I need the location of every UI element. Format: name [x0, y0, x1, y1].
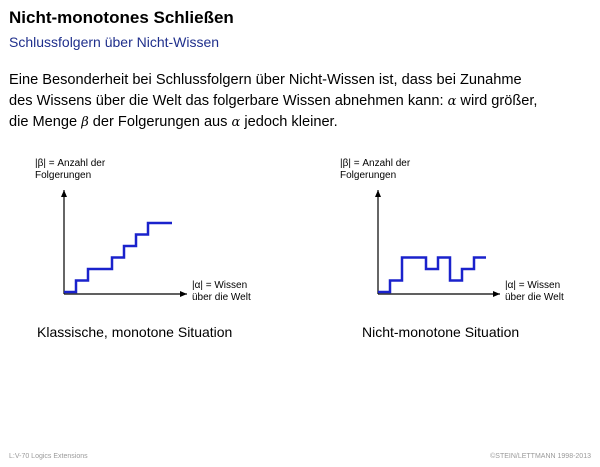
- right-y-axis-label: |β| = Anzahl der Folgerungen: [340, 158, 410, 182]
- paragraph-line-2-text-a: des Wissens über die Welt das folgerbare…: [9, 93, 448, 109]
- footer-right: ©STEIN/LETTMANN 1998-2013: [490, 453, 591, 460]
- left-x-axis-label-line-1: |α| = Wissen: [192, 280, 248, 291]
- right-x-axis-label-line-1: |α| = Wissen: [505, 280, 561, 291]
- right-step-curve: [378, 256, 486, 294]
- slide-subtitle: Schlussfolgern über Nicht-Wissen: [9, 34, 220, 50]
- left-x-axis-label: |α| = Wissen über die Welt: [192, 280, 251, 304]
- left-y-axis-label: |β| = Anzahl der Folgerungen: [35, 158, 105, 182]
- paragraph-line-3-text-b: der Folgerungen aus: [88, 114, 232, 130]
- paragraph-line-3-text-c: jedoch kleiner.: [240, 114, 338, 130]
- paragraph-line-3-text-a: die Menge: [9, 114, 82, 130]
- alpha-symbol: α: [447, 94, 457, 109]
- left-plot: [61, 190, 187, 297]
- footer-left: L:V-70 Logics Extensions: [9, 453, 88, 460]
- paragraph-line-2-text-b: wird größer,: [456, 93, 538, 109]
- paragraph-line-1: Eine Besonderheit bei Schlussfolgern übe…: [9, 72, 522, 88]
- plots-canvas: [61, 190, 500, 297]
- right-plot-caption: Nicht-monotone Situation: [362, 324, 520, 340]
- left-y-axis-label-line-1: |β| = Anzahl der: [35, 158, 106, 169]
- slide-title: Nicht-monotones Schließen: [9, 8, 234, 27]
- beta-symbol: β: [81, 115, 89, 130]
- left-step-curve: [64, 221, 172, 294]
- right-y-axis-label-line-2: Folgerungen: [340, 170, 397, 181]
- paragraph-line-2: des Wissens über die Welt das folgerbare…: [9, 91, 594, 112]
- right-plot: [375, 190, 500, 297]
- alpha-symbol-2: α: [231, 115, 241, 130]
- right-x-axis-label-line-2: über die Welt: [505, 292, 564, 303]
- left-x-axis-label-line-2: über die Welt: [192, 292, 251, 303]
- intro-paragraph: Eine Besonderheit bei Schlussfolgern übe…: [9, 70, 594, 133]
- right-x-axis-label: |α| = Wissen über die Welt: [505, 280, 564, 304]
- paragraph-line-3: die Menge β der Folgerungen aus α jedoch…: [9, 112, 594, 133]
- right-y-axis-label-line-1: |β| = Anzahl der: [340, 158, 411, 169]
- left-plot-caption: Klassische, monotone Situation: [37, 324, 233, 340]
- left-y-axis-label-line-2: Folgerungen: [35, 170, 92, 181]
